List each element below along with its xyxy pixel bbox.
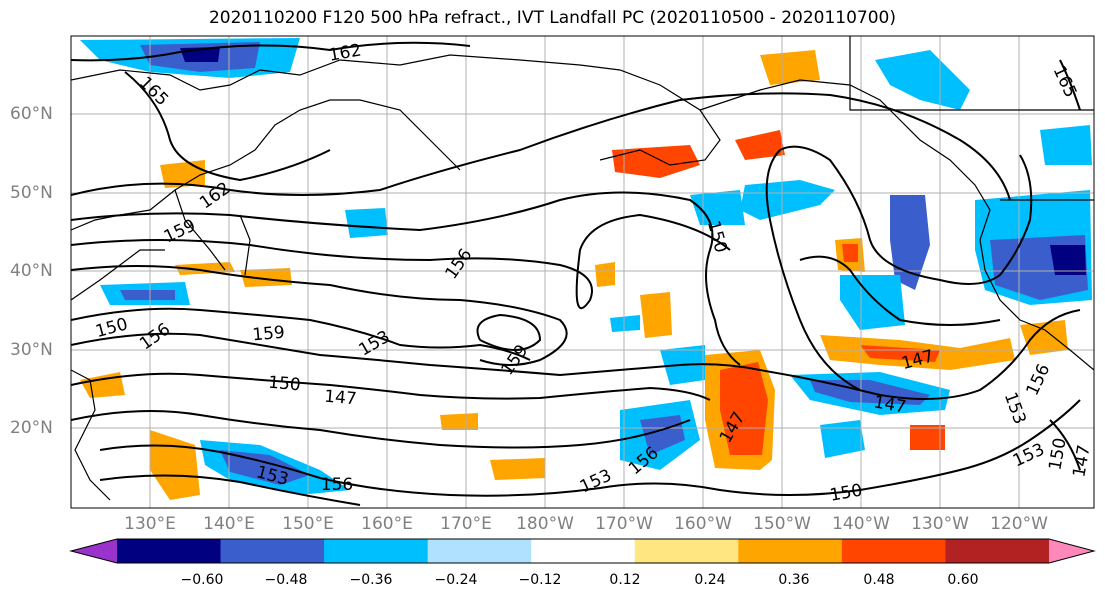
- colorbar-extend-high: [1049, 539, 1094, 563]
- lat-label: 60°N: [10, 104, 53, 124]
- lon-label: 140°W: [832, 514, 890, 534]
- lon-label: 180°W: [516, 514, 574, 534]
- colorbar-segment: [324, 539, 429, 563]
- colorbar-tick-label: 0.36: [778, 572, 810, 588]
- contours: [71, 41, 1081, 506]
- coastlines: [71, 36, 1094, 501]
- map-content: [71, 36, 1094, 508]
- colorbar-tick-label: 0.48: [863, 572, 895, 588]
- colorbar-segment: [117, 539, 222, 563]
- colorbar-extend-low: [71, 539, 117, 563]
- contour-label: 150: [267, 373, 301, 396]
- colorbar-tick-label: −0.36: [349, 572, 393, 588]
- contour-label: 147: [323, 387, 357, 410]
- lat-label: 30°N: [10, 340, 53, 360]
- colorbar-segment: [841, 539, 946, 563]
- colorbar-segment: [634, 539, 739, 563]
- contour-label: 159: [252, 323, 286, 346]
- colorbar-segment: [220, 539, 325, 563]
- colorbar-tick-label: 0.24: [694, 572, 726, 588]
- lat-label: 40°N: [10, 261, 53, 281]
- colorbar-segment: [531, 539, 636, 563]
- colorbar-segment: [427, 539, 532, 563]
- lon-label: 150°W: [753, 514, 811, 534]
- colorbar-segment: [945, 539, 1050, 563]
- lon-label: 160°W: [674, 514, 732, 534]
- lon-label: 160°E: [361, 514, 413, 534]
- lon-label: 130°W: [911, 514, 969, 534]
- colorbar-tick-label: −0.24: [434, 572, 478, 588]
- lat-label: 20°N: [10, 418, 53, 438]
- colorbar-tick-label: 0.60: [947, 572, 979, 588]
- lon-label: 120°W: [990, 514, 1048, 534]
- colorbar-tick-label: −0.12: [518, 572, 562, 588]
- map-frame: [70, 35, 1095, 509]
- lon-label: 150°E: [282, 514, 334, 534]
- colorbar-tick-label: −0.48: [264, 572, 308, 588]
- map-title: 2020110200 F120 500 hPa refract., IVT La…: [208, 8, 896, 28]
- colorbar-tick-label: −0.60: [180, 572, 224, 588]
- colorbar-segment: [738, 539, 843, 563]
- lon-label: 170°W: [595, 514, 653, 534]
- graticule: [71, 36, 1094, 508]
- lon-label: 130°E: [124, 514, 176, 534]
- lon-label: 170°E: [440, 514, 492, 534]
- contour-label: 156: [321, 475, 353, 495]
- colorbar-tick-label: 0.12: [609, 572, 641, 588]
- lon-label: 140°E: [203, 514, 255, 534]
- lat-label: 50°N: [10, 183, 53, 203]
- colorbar: [69, 538, 1096, 564]
